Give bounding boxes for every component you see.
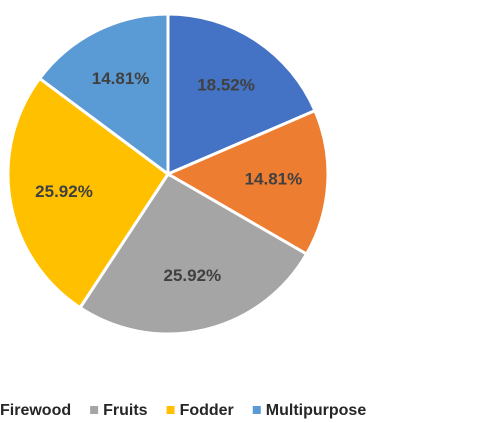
- pie-slice: [77, 171, 309, 336]
- data-label: 18.52%: [197, 75, 255, 94]
- legend-label: Fodder: [180, 402, 234, 419]
- pie-slice: [164, 108, 330, 257]
- pie-slice: [37, 12, 170, 177]
- legend-swatch: [252, 406, 261, 414]
- legend-label: Fruits: [103, 402, 148, 419]
- pie-slice: [6, 76, 171, 310]
- legend-label: Multipurpose: [266, 402, 367, 419]
- legend-label: Firewood: [0, 402, 71, 419]
- data-label: 25.92%: [35, 182, 93, 201]
- data-label: 25.92%: [163, 266, 221, 285]
- pie-slice: [166, 12, 317, 177]
- data-label: 14.81%: [92, 69, 150, 88]
- legend-swatch: [166, 406, 175, 414]
- legend-swatch: [90, 406, 99, 414]
- data-label: 14.81%: [245, 170, 303, 189]
